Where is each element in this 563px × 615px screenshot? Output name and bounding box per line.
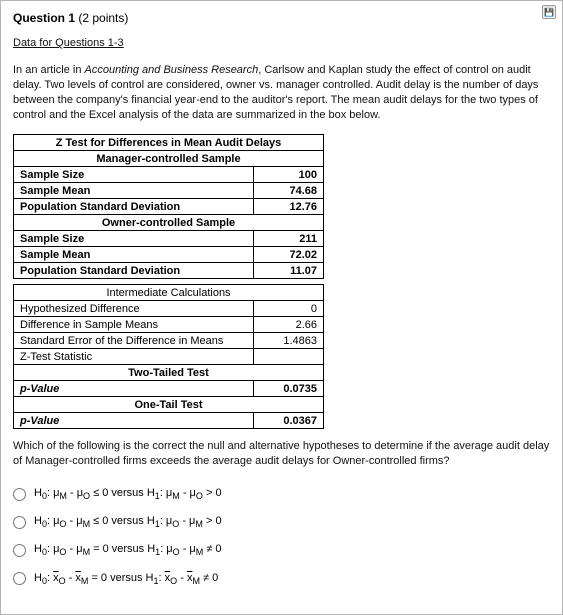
row-label: Population Standard Deviation: [14, 199, 254, 215]
option-a-radio[interactable]: [13, 488, 26, 501]
option-c-label: H0: μO - μM = 0 versus H1: μO - μM ≠ 0: [34, 543, 222, 557]
row-label: Sample Mean: [14, 247, 254, 263]
option-a[interactable]: H0: μM - μO ≤ 0 versus H1: μM - μO > 0: [13, 487, 550, 501]
option-d-label: H0: xO - xM = 0 versus H1: xO - xM ≠ 0: [34, 572, 218, 586]
question-points: (2 points): [78, 11, 128, 25]
row-label: p-Value: [14, 381, 254, 397]
cell-value: 2.66: [254, 317, 324, 333]
z-test-table: Z Test for Differences in Mean Audit Del…: [13, 134, 324, 429]
row-label: Sample Size: [14, 231, 254, 247]
cell-value: 11.07: [254, 263, 324, 279]
row-label: Difference in Sample Means: [14, 317, 254, 333]
para-prefix: In an article in: [13, 64, 85, 76]
option-d-radio[interactable]: [13, 572, 26, 585]
data-subheading: Data for Questions 1-3: [13, 37, 550, 49]
two-tailed-header: Two-Tailed Test: [14, 365, 324, 381]
cell-value: 0.0367: [254, 413, 324, 429]
save-icon[interactable]: 💾: [542, 5, 556, 19]
option-a-label: H0: μM - μO ≤ 0 versus H1: μM - μO > 0: [34, 487, 222, 501]
table-title: Z Test for Differences in Mean Audit Del…: [14, 135, 324, 151]
row-label: Population Standard Deviation: [14, 263, 254, 279]
row-label: Sample Mean: [14, 183, 254, 199]
cell-value: 0: [254, 301, 324, 317]
row-label: Z-Test Statistic: [14, 349, 254, 365]
cell-value: [254, 349, 324, 365]
question-prompt: Which of the following is the correct th…: [13, 439, 550, 469]
row-label: Hypothesized Difference: [14, 301, 254, 317]
cell-value: 1.4863: [254, 333, 324, 349]
one-tailed-header: One-Tail Test: [14, 397, 324, 413]
cell-value: 100: [254, 167, 324, 183]
row-label: Sample Size: [14, 167, 254, 183]
cell-value: 0.0735: [254, 381, 324, 397]
intro-paragraph: In an article in Accounting and Business…: [13, 63, 550, 122]
option-c[interactable]: H0: μO - μM = 0 versus H1: μO - μM ≠ 0: [13, 543, 550, 557]
cell-value: 12.76: [254, 199, 324, 215]
owner-section-header: Owner-controlled Sample: [14, 215, 324, 231]
option-b-label: H0: μO - μM ≤ 0 versus H1: μO - μM > 0: [34, 515, 222, 529]
question-number: Question 1: [13, 11, 75, 25]
question-frame: 💾 Question 1 (2 points) Data for Questio…: [0, 0, 563, 615]
option-d[interactable]: H0: xO - xM = 0 versus H1: xO - xM ≠ 0: [13, 572, 550, 586]
option-b[interactable]: H0: μO - μM ≤ 0 versus H1: μO - μM > 0: [13, 515, 550, 529]
row-label: Standard Error of the Difference in Mean…: [14, 333, 254, 349]
cell-value: 72.02: [254, 247, 324, 263]
option-b-radio[interactable]: [13, 516, 26, 529]
journal-name: Accounting and Business Research: [85, 64, 259, 76]
options-group: H0: μM - μO ≤ 0 versus H1: μM - μO > 0 H…: [13, 487, 550, 586]
cell-value: 211: [254, 231, 324, 247]
cell-value: 74.68: [254, 183, 324, 199]
option-c-radio[interactable]: [13, 544, 26, 557]
intermediate-header: Intermediate Calculations: [14, 285, 324, 301]
manager-section-header: Manager-controlled Sample: [14, 151, 324, 167]
row-label: p-Value: [14, 413, 254, 429]
question-header: Question 1 (2 points): [13, 11, 550, 25]
